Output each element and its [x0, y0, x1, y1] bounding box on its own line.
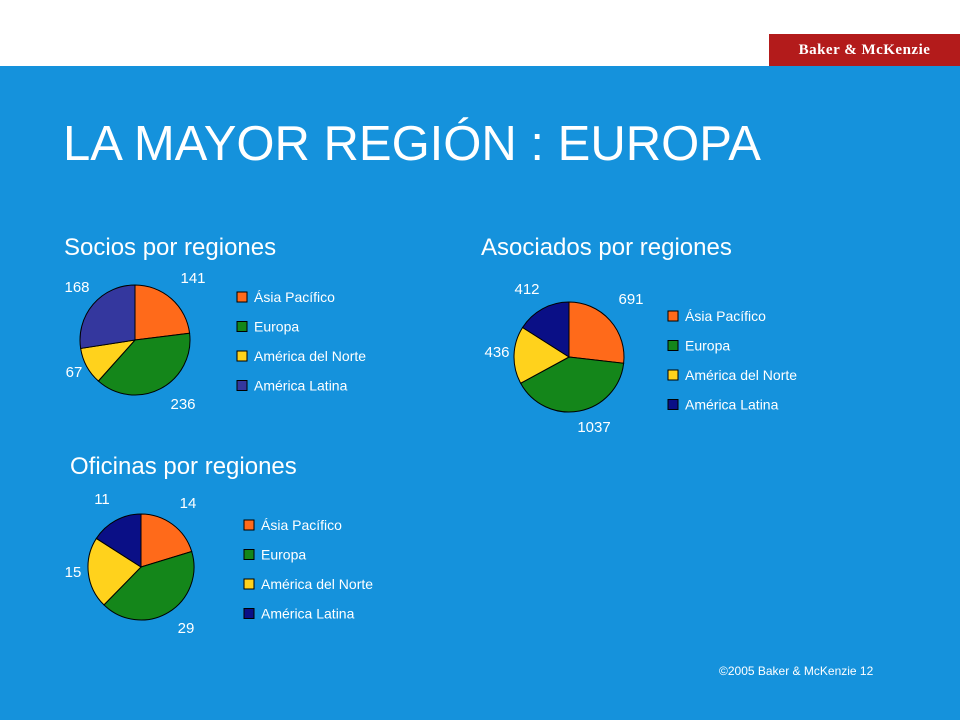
asociados-legend-swatch	[667, 399, 679, 410]
socios-legend-swatch	[236, 380, 248, 391]
oficinas-chart-title: Oficinas por regiones	[70, 453, 297, 480]
socios-legend-label: América del Norte	[254, 348, 366, 364]
oficinas-slice-asia-pacifico	[140, 513, 193, 568]
slide-title: LA MAYOR REGIÓN : EUROPA	[63, 117, 761, 171]
asociados-legend-label: América Latina	[685, 397, 779, 413]
oficinas-legend-label: América Latina	[261, 606, 355, 622]
socios-slice-europa	[97, 332, 191, 396]
asociados-data-label: 691	[618, 291, 643, 308]
asociados-legend-swatch	[667, 310, 679, 322]
asociados-data-label: 1037	[577, 419, 610, 436]
socios-chart-title: Socios por regiones	[64, 234, 277, 261]
socios-data-label: 141	[180, 270, 205, 287]
baker-mckenzie-logo: Baker & McKenzie	[769, 34, 960, 66]
socios-data-label: 67	[66, 364, 83, 381]
oficinas-legend-label: Ásia Pacífico	[261, 517, 342, 533]
oficinas-slice-america-latina	[95, 513, 142, 568]
oficinas-data-label: 14	[180, 495, 197, 512]
asociados-slice-america-latina	[521, 301, 570, 358]
asociados-legend-swatch	[667, 369, 679, 381]
oficinas-data-label: 11	[94, 491, 110, 508]
asociados-legend-swatch	[667, 340, 679, 351]
oficinas-legend-label: América del Norte	[261, 576, 373, 592]
oficinas-legend-label: Europa	[261, 547, 306, 563]
oficinas-legend-swatch	[243, 549, 255, 560]
socios-legend-swatch	[236, 321, 248, 332]
socios-legend-label: Europa	[254, 319, 299, 335]
asociados-slice-america-del-norte	[513, 326, 570, 384]
socios-legend-swatch	[236, 350, 248, 362]
socios-slice-america-latina	[79, 284, 136, 350]
asociados-legend-label: Ásia Pacífico	[685, 308, 766, 324]
socios-legend-label: Ásia Pacífico	[254, 289, 335, 305]
top-bar: Baker & McKenzie	[0, 0, 960, 66]
oficinas-legend-swatch	[243, 578, 255, 590]
asociados-slice-asia-pacifico	[568, 301, 625, 364]
socios-legend-swatch	[236, 291, 248, 303]
socios-data-label: 168	[64, 279, 89, 296]
oficinas-legend-swatch	[243, 519, 255, 531]
oficinas-legend-swatch	[243, 608, 255, 619]
socios-slice-asia-pacifico	[134, 284, 191, 341]
asociados-data-label: 436	[484, 344, 509, 361]
oficinas-data-label: 29	[178, 620, 195, 637]
asociados-legend-label: Europa	[685, 338, 730, 354]
footer-copyright: ©2005 Baker & McKenzie 12	[719, 664, 874, 678]
asociados-legend-label: América del Norte	[685, 367, 797, 383]
socios-legend-label: América Latina	[254, 378, 348, 394]
asociados-chart-title: Asociados por regiones	[481, 234, 732, 261]
oficinas-slice-america-del-norte	[87, 537, 142, 606]
asociados-data-label: 412	[514, 281, 539, 298]
oficinas-slice-europa	[103, 550, 195, 621]
oficinas-data-label: 15	[65, 564, 82, 581]
socios-data-label: 236	[170, 396, 195, 413]
asociados-slice-europa	[519, 356, 625, 413]
